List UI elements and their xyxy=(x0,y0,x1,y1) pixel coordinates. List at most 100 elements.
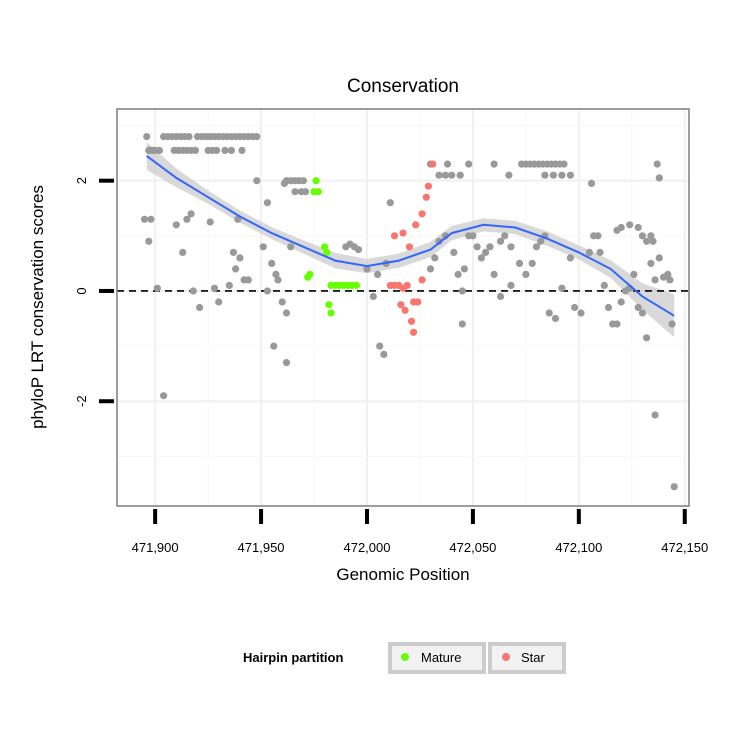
mature-point xyxy=(327,309,335,317)
other-point xyxy=(183,215,191,223)
other-point xyxy=(259,243,267,251)
other-point xyxy=(363,265,371,273)
other-point xyxy=(653,160,661,168)
other-point xyxy=(651,411,659,419)
other-point xyxy=(651,276,659,284)
smooth-line xyxy=(146,155,675,317)
other-point xyxy=(270,342,278,350)
other-point xyxy=(458,320,466,328)
other-point xyxy=(496,292,505,301)
confidence-band-layer xyxy=(146,142,675,338)
other-point xyxy=(551,314,560,323)
other-point xyxy=(253,133,261,141)
star-point xyxy=(390,232,399,240)
other-point xyxy=(670,483,678,491)
other-point xyxy=(634,223,642,232)
other-point xyxy=(153,284,161,292)
legend-mature-label: Mature xyxy=(421,650,461,665)
legend: Hairpin partition Mature Star xyxy=(243,642,566,674)
other-point xyxy=(541,171,549,179)
star-point xyxy=(407,317,416,325)
legend-star-label: Star xyxy=(521,650,546,665)
legend-star-swatch xyxy=(502,653,510,661)
star-point xyxy=(399,229,407,237)
x-tick-label: 472,000 xyxy=(343,540,390,555)
other-point xyxy=(145,237,153,245)
other-point xyxy=(155,146,163,154)
y-tick-label: 2 xyxy=(74,177,89,184)
other-point xyxy=(221,146,229,154)
other-point xyxy=(566,254,575,262)
y-tick-label: 0 xyxy=(74,287,89,294)
x-tick-label: 471,950 xyxy=(238,540,285,555)
other-point xyxy=(263,287,271,295)
y-axis: -2 0 2 xyxy=(74,177,114,407)
other-point xyxy=(234,215,242,223)
other-point xyxy=(501,232,509,240)
star-point xyxy=(429,160,437,168)
legend-mature-swatch xyxy=(401,653,409,661)
other-point xyxy=(496,237,505,245)
other-point xyxy=(507,281,515,289)
star-point xyxy=(410,328,418,336)
other-point xyxy=(278,298,286,306)
other-point xyxy=(655,254,663,262)
other-point xyxy=(287,243,295,251)
other-point xyxy=(473,243,481,251)
star-point xyxy=(412,221,420,229)
other-point xyxy=(537,237,545,245)
other-point xyxy=(225,281,233,289)
other-point xyxy=(185,133,193,141)
other-point xyxy=(268,259,276,267)
other-point xyxy=(458,287,466,295)
x-axis-title: Genomic Position xyxy=(336,565,469,584)
other-point xyxy=(229,248,238,256)
other-point xyxy=(558,284,566,292)
other-point xyxy=(522,270,530,278)
other-point xyxy=(282,359,291,367)
other-point xyxy=(647,259,655,267)
mature-point xyxy=(352,281,360,289)
other-point xyxy=(587,179,596,187)
other-point xyxy=(630,270,638,278)
other-point xyxy=(490,160,498,168)
other-point xyxy=(490,270,498,278)
other-point xyxy=(280,179,288,187)
other-point xyxy=(594,232,602,240)
other-point xyxy=(600,281,608,289)
other-point xyxy=(443,160,452,168)
other-point xyxy=(191,146,199,154)
smooth-line-layer xyxy=(146,155,675,317)
star-point xyxy=(414,298,422,306)
other-point xyxy=(549,171,558,179)
other-point xyxy=(643,237,651,245)
other-point xyxy=(431,254,439,262)
other-point xyxy=(571,303,579,312)
other-point xyxy=(649,237,657,245)
other-point xyxy=(460,265,468,273)
other-point xyxy=(301,188,310,196)
other-point xyxy=(179,248,187,256)
other-point xyxy=(187,210,195,218)
other-point xyxy=(140,215,149,223)
x-tick-label: 472,050 xyxy=(449,540,496,555)
other-point xyxy=(172,221,180,229)
other-point xyxy=(232,265,240,273)
other-point xyxy=(374,270,382,278)
other-point xyxy=(638,309,647,317)
x-axis: 471,900 471,950 472,000 472,050 472,100 472,1… xyxy=(132,509,708,555)
other-point xyxy=(299,177,307,185)
y-tick-label: -2 xyxy=(74,395,89,407)
mature-point xyxy=(312,177,320,185)
other-point xyxy=(515,259,524,267)
other-point xyxy=(465,160,473,168)
other-point xyxy=(585,248,594,256)
mature-point xyxy=(306,270,314,278)
other-point xyxy=(386,199,394,207)
other-point xyxy=(206,218,214,226)
y-axis-title: phyloP LRT conservation scores xyxy=(28,185,47,429)
other-point xyxy=(215,298,223,306)
other-point xyxy=(505,171,513,179)
other-point xyxy=(354,246,363,254)
